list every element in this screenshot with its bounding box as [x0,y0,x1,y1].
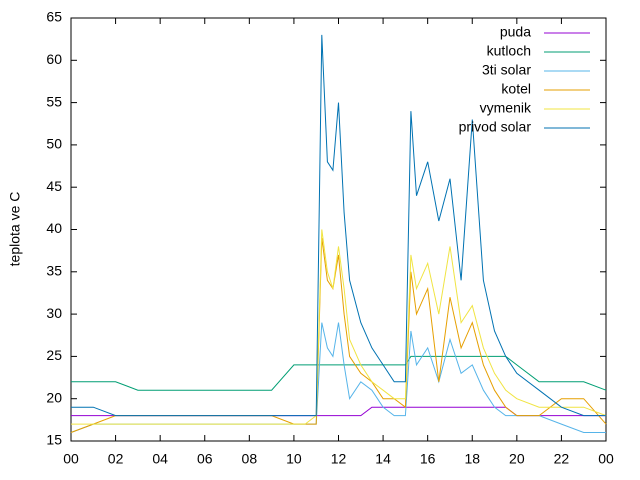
legend-label: vymenik [480,100,532,116]
y-tick-label: 30 [46,305,62,321]
legend-label: 3ti solar [482,62,531,78]
x-tick-label: 18 [464,451,480,467]
series-line [71,229,607,425]
legend-label: privod solar [459,119,532,135]
y-tick-label: 15 [46,432,62,448]
x-tick-label: 16 [420,451,436,467]
x-tick-label: 02 [108,451,124,467]
x-tick-label: 00 [63,451,79,467]
legend-label: puda [500,24,531,40]
y-tick-label: 50 [46,136,62,152]
y-tick-label: 55 [46,93,62,109]
x-tick-label: 00 [598,451,614,467]
x-tick-label: 10 [286,451,302,467]
x-tick-label: 14 [375,451,391,467]
y-tick-label: 60 [46,51,62,67]
y-tick-label: 25 [46,347,62,363]
x-tick-label: 20 [509,451,525,467]
y-tick-label: 45 [46,178,62,194]
y-tick-label: 20 [46,389,62,405]
x-tick-label: 06 [197,451,213,467]
y-axis-label: teplota ve C [7,192,23,267]
y-tick-label: 65 [46,9,62,25]
x-tick-label: 08 [242,451,258,467]
y-tick-label: 40 [46,220,62,236]
y-tick-label: 35 [46,263,62,279]
x-tick-label: 22 [554,451,570,467]
series-line [71,34,606,417]
x-tick-label: 04 [152,451,168,467]
legend-label: kotel [501,81,531,97]
legend-label: kutloch [487,43,531,59]
x-tick-label: 12 [331,451,347,467]
